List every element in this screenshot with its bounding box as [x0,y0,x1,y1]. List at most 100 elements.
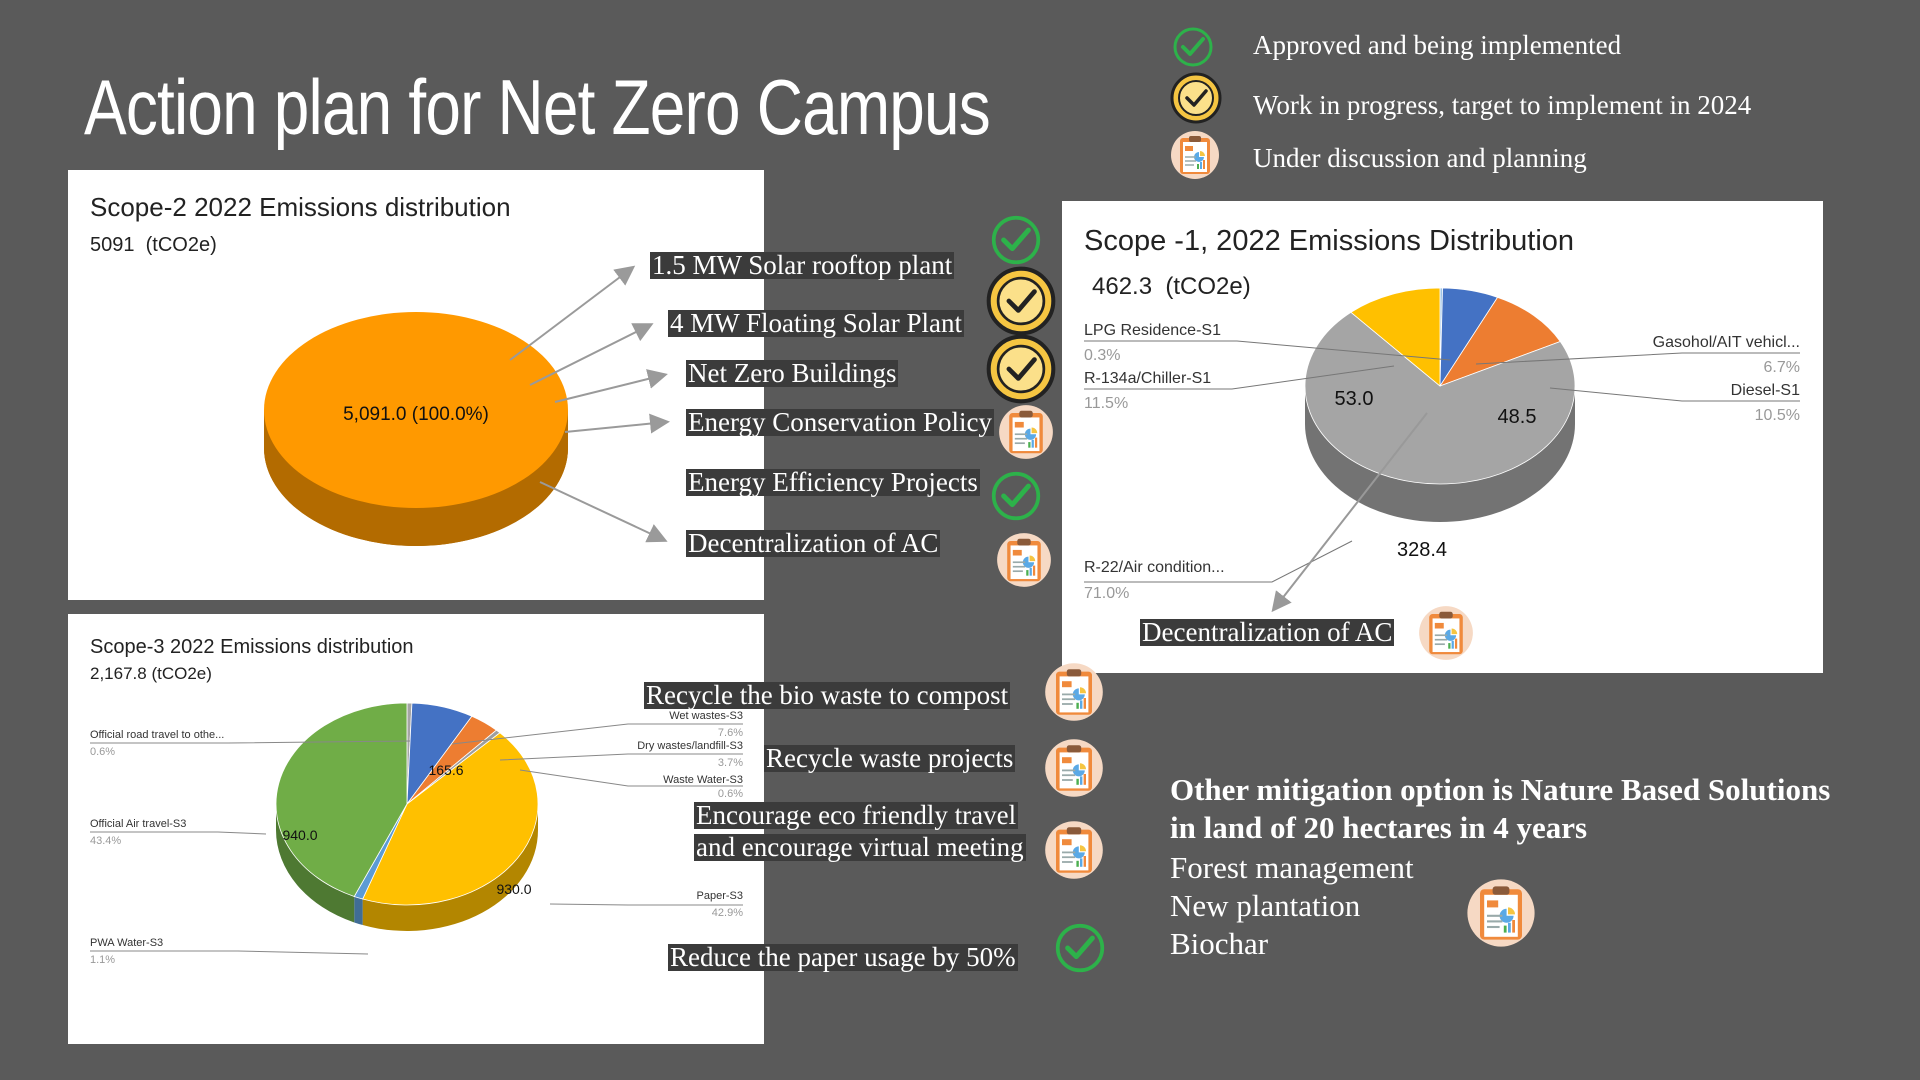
action-bio-waste-compost: Recycle the bio waste to compost [644,680,1011,710]
gold-check-icon [986,266,1056,336]
scope3-pct-pwa: 1.1% [90,954,115,966]
scope3-slice-4 [362,732,539,906]
scope1-slice-3 [1304,311,1576,485]
scope3-pct-wet: 7.6% [718,727,743,739]
scope3-label-dry: Dry wastes/landfill-S3 [637,740,743,752]
action-solar-rooftop: 1.5 MW Solar rooftop plant [650,250,955,280]
check-icon [991,471,1041,521]
scope2-slice-label: 5,091.0 (100.0%) [343,404,489,425]
scope1-pct-r22: 71.0% [1084,585,1129,602]
scope1-arrow-to-action [1271,412,1428,613]
page-title: Action plan for Net Zero Campus [84,63,991,151]
scope1-label-lpg: LPG Residence-S1 [1084,322,1221,339]
scope3-value-wet: 165.6 [428,762,463,778]
nbs-heading-line2: in land of 20 hectares in 4 years [1170,810,1588,845]
scope3-pie-chart: 165.6 940.0 930.0 Official road travel t… [90,702,743,966]
scope3-label-paper: Paper-S3 [697,890,743,902]
scope3-pct-dry: 3.7% [718,757,743,769]
clipboard-icon [1466,878,1536,948]
scope1-action-decentralization-ac: Decentralization of AC [1140,617,1395,647]
scope3-label-wet: Wet wastes-S3 [669,710,743,722]
gold-check-icon [1170,72,1222,124]
check-icon [1173,27,1213,67]
clipboard-icon [1418,605,1474,661]
scope1-pct-r134a: 11.5% [1084,395,1128,412]
scope1-label-diesel: Diesel-S1 [1731,382,1800,399]
scope1-leader-lpg [1084,340,1451,361]
scope3-pct-wastewater: 0.6% [718,788,743,800]
scope3-leader-air [90,831,267,835]
clipboard-icon [996,532,1052,588]
clipboard-icon [998,404,1054,460]
action-decentralization-ac: Decentralization of AC [686,528,941,558]
scope3-label-road: Official road travel to othe... [90,729,224,741]
scope1-slice-2 [1439,296,1561,387]
action-recycle-waste: Recycle waste projects [764,743,1016,773]
scope3-leader-wet [451,723,743,745]
nbs-item-forest: Forest management [1170,850,1414,885]
check-icon [1055,923,1105,973]
clipboard-icon [1171,131,1219,179]
scope1-pct-gasohol: 6.7% [1764,359,1800,376]
scope2-chart-total: 5091 (tCO2e) [90,234,217,256]
scope3-leader-wastewater [519,769,743,787]
action-eco-travel-line2: and encourage virtual meeting [694,832,1026,862]
clipboard-icon [1044,738,1104,798]
scope3-value-paper: 930.0 [496,881,531,897]
scope3-pct-air: 43.4% [90,835,121,847]
scope1-label-gasohol: Gasohol/AIT vehicl... [1653,334,1800,351]
clipboard-icon [1044,820,1104,880]
legend-label-discussion: Under discussion and planning [1253,143,1587,173]
scope3-slice-side-5 [354,896,363,926]
action-floating-solar: 4 MW Floating Solar Plant [668,308,965,338]
action-reduce-paper: Reduce the paper usage by 50% [668,942,1018,972]
scope3-slice-6 [275,702,408,897]
scope1-pie-chart: 328.4 53.0 48.5 LPG Residence-S1 0.3% R-… [1084,287,1800,613]
action-eco-travel-line1: Encourage eco friendly travel [694,800,1019,830]
scope1-value-r22: 328.4 [1397,539,1447,561]
scope3-pct-road: 0.6% [90,746,115,758]
scope3-leader-dry [499,753,743,761]
gold-check-icon [986,334,1056,404]
scope3-slice-side-4 [362,804,538,931]
scope2-pie-slice [264,312,568,508]
action-net-zero-buildings: Net Zero Buildings [686,358,899,388]
scope1-leader-diesel [1549,387,1800,402]
scope1-leader-gasohol [1475,352,1800,365]
nbs-heading-line1: Other mitigation option is Nature Based … [1170,772,1831,807]
clipboard-icon [1044,662,1104,722]
scope1-leader-r134a [1084,365,1395,390]
scope3-chart-total: 2,167.8 (tCO2e) [90,664,212,683]
scope3-leader-paper [549,903,743,906]
scope1-value-diesel: 48.5 [1498,406,1537,428]
scope1-chart-total: 462.3 (tCO2e) [1092,273,1251,300]
scope1-value-r134a: 53.0 [1335,388,1374,410]
nbs-item-biochar: Biochar [1170,926,1269,961]
scope3-leader-pwa [90,950,369,955]
scope3-label-pwa: PWA Water-S3 [90,937,163,949]
action-energy-efficiency: Energy Efficiency Projects [686,467,980,497]
nbs-item-plantation: New plantation [1170,888,1361,923]
scope1-pct-diesel: 10.5% [1755,407,1800,424]
scope1-label-r22: R-22/Air condition... [1084,559,1225,576]
scope2-chart-panel: Scope-2 2022 Emissions distribution 5091… [68,170,764,600]
scope1-chart-title: Scope -1, 2022 Emissions Distribution [1084,225,1575,257]
legend-label-in-progress: Work in progress, target to implement in… [1253,90,1752,120]
scope1-leader-r22 [1084,540,1353,583]
scope2-chart-title: Scope-2 2022 Emissions distribution [90,192,511,222]
scope3-pct-paper: 42.9% [712,907,743,919]
scope3-value-air: 940.0 [282,827,317,843]
scope3-label-wastewater: Waste Water-S3 [663,774,743,786]
scope1-label-r134a: R-134a/Chiller-S1 [1084,370,1211,387]
action-energy-conservation: Energy Conservation Policy [686,407,994,437]
scope3-chart-title: Scope-3 2022 Emissions distribution [90,636,414,658]
scope3-label-air: Official Air travel-S3 [90,818,186,830]
scope3-slice-side-6 [276,804,355,923]
scope1-chart-panel: Scope -1, 2022 Emissions Distribution 46… [1062,201,1823,673]
scope1-slice-side-3 [1305,386,1575,522]
check-icon [991,215,1041,265]
scope3-leader-road [90,740,411,744]
legend-label-approved: Approved and being implemented [1253,30,1622,60]
scope1-slice-4 [1350,287,1441,387]
scope3-chart-panel: Scope-3 2022 Emissions distribution 2,16… [68,614,764,1044]
